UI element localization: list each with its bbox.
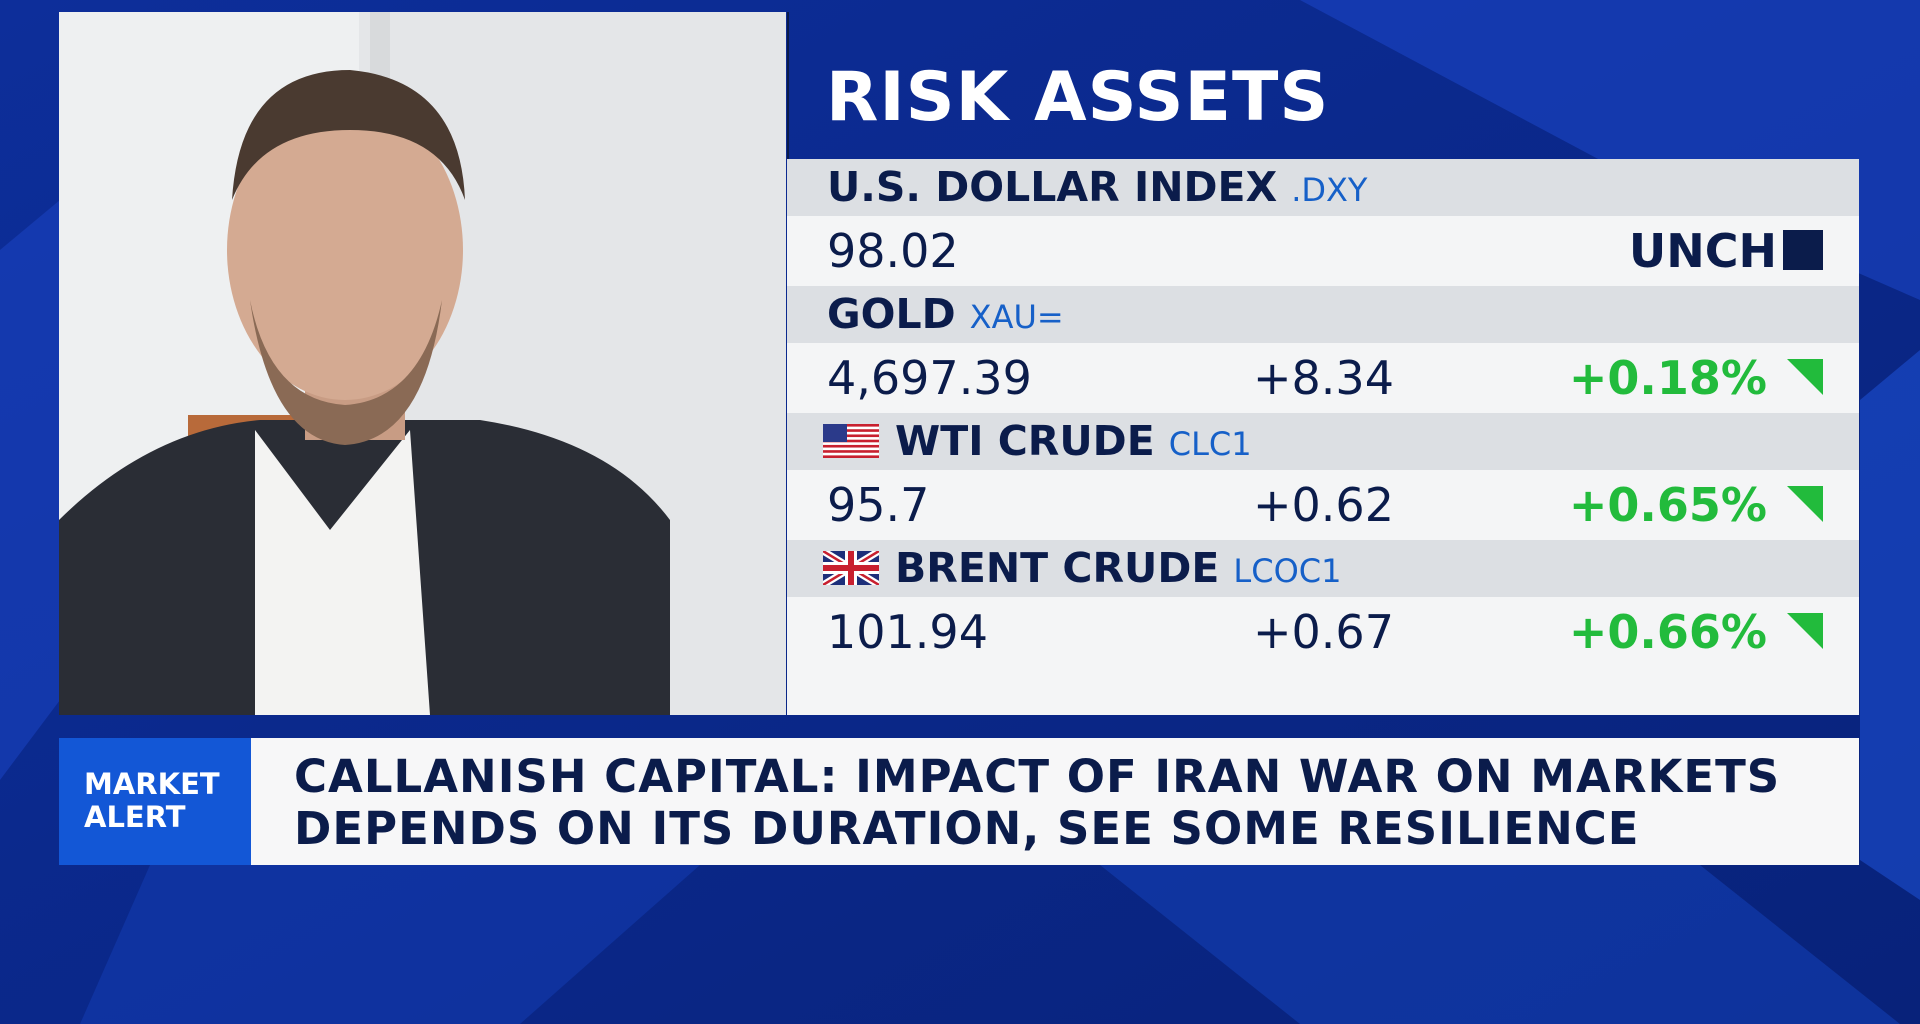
row-header — [787, 540, 1859, 597]
asset-name-text: U.S. DOLLAR INDEX — [827, 163, 1278, 211]
asset-name: BRENT CRUDE LCOC1 — [895, 544, 1341, 592]
ticker-symbol: CLC1 — [1168, 425, 1252, 463]
flag-uk — [823, 551, 879, 585]
alert-label: ALERT — [84, 800, 186, 834]
percent-change: +0.18% — [1568, 351, 1767, 405]
asset-name: GOLD XAU= — [827, 290, 1064, 338]
headline-box — [251, 738, 1859, 865]
unchanged-square — [1783, 230, 1823, 270]
percent-change: +0.66% — [1568, 605, 1767, 659]
panel-title: RISK ASSETS — [826, 58, 1330, 137]
asset-name: U.S. DOLLAR INDEX .DXY — [827, 163, 1367, 211]
asset-name: WTI CRUDE CLC1 — [895, 417, 1252, 465]
row-header — [787, 286, 1859, 343]
ticker-symbol: LCOC1 — [1233, 552, 1342, 590]
percent-change: +0.65% — [1568, 478, 1767, 532]
headline: DEPENDS ON ITS DURATION, SEE SOME RESILI… — [294, 802, 1640, 855]
change: +8.34 — [1253, 351, 1394, 405]
unchanged: UNCH — [1628, 224, 1777, 278]
ticker-symbol: .DXY — [1291, 171, 1368, 209]
flag-us — [823, 424, 879, 458]
price: 101.94 — [827, 605, 988, 659]
up-arrow — [1787, 613, 1823, 649]
price: 98.02 — [827, 224, 959, 278]
asset-name-text: BRENT CRUDE — [895, 544, 1220, 592]
price: 4,697.39 — [827, 351, 1032, 405]
alert-box — [59, 738, 251, 865]
up-arrow — [1787, 359, 1823, 395]
quote-table: U.S. DOLLAR INDEX .DXY 98.02 UNCH GOLD XAU= 4,… — [787, 159, 1859, 715]
headline: CALLANISH CAPITAL: IMPACT OF IRAN WAR ON… — [294, 750, 1781, 803]
up-arrow — [1787, 486, 1823, 522]
change: +0.62 — [1253, 478, 1394, 532]
asset-name-text: WTI CRUDE — [895, 417, 1155, 465]
asset-name-text: GOLD — [827, 290, 956, 338]
change: +0.67 — [1253, 605, 1394, 659]
row-header — [787, 159, 1859, 216]
ticker-symbol: XAU= — [969, 298, 1064, 336]
price: 95.7 — [827, 478, 930, 532]
row-header — [787, 413, 1859, 470]
alert-label: MARKET — [84, 767, 220, 801]
